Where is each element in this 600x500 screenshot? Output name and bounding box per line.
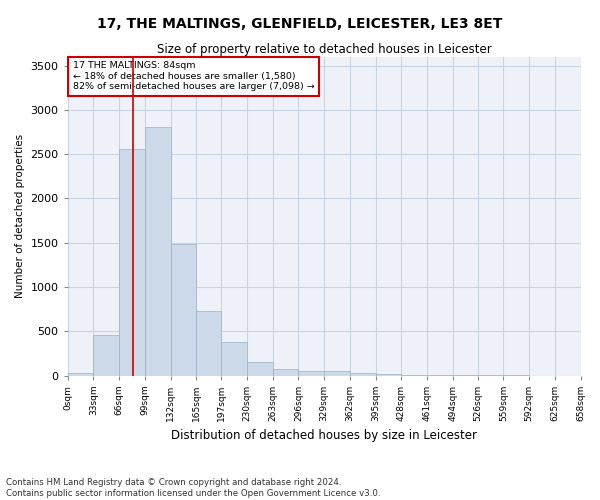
Bar bbox=[324, 372, 350, 376]
Bar bbox=[350, 373, 376, 376]
Text: 17, THE MALTINGS, GLENFIELD, LEICESTER, LE3 8ET: 17, THE MALTINGS, GLENFIELD, LEICESTER, … bbox=[97, 18, 503, 32]
Bar bbox=[376, 374, 401, 376]
Bar bbox=[221, 342, 247, 376]
Bar bbox=[94, 335, 119, 376]
Bar bbox=[272, 368, 298, 376]
Title: Size of property relative to detached houses in Leicester: Size of property relative to detached ho… bbox=[157, 42, 491, 56]
Text: 17 THE MALTINGS: 84sqm
← 18% of detached houses are smaller (1,580)
82% of semi-: 17 THE MALTINGS: 84sqm ← 18% of detached… bbox=[73, 62, 314, 92]
Bar bbox=[401, 375, 427, 376]
Bar bbox=[298, 371, 324, 376]
Bar bbox=[119, 149, 145, 376]
X-axis label: Distribution of detached houses by size in Leicester: Distribution of detached houses by size … bbox=[171, 430, 477, 442]
Bar bbox=[170, 244, 196, 376]
Text: Contains HM Land Registry data © Crown copyright and database right 2024.
Contai: Contains HM Land Registry data © Crown c… bbox=[6, 478, 380, 498]
Bar bbox=[145, 126, 170, 376]
Y-axis label: Number of detached properties: Number of detached properties bbox=[15, 134, 25, 298]
Bar bbox=[68, 373, 94, 376]
Bar bbox=[247, 362, 272, 376]
Bar bbox=[196, 311, 221, 376]
Bar bbox=[427, 375, 452, 376]
